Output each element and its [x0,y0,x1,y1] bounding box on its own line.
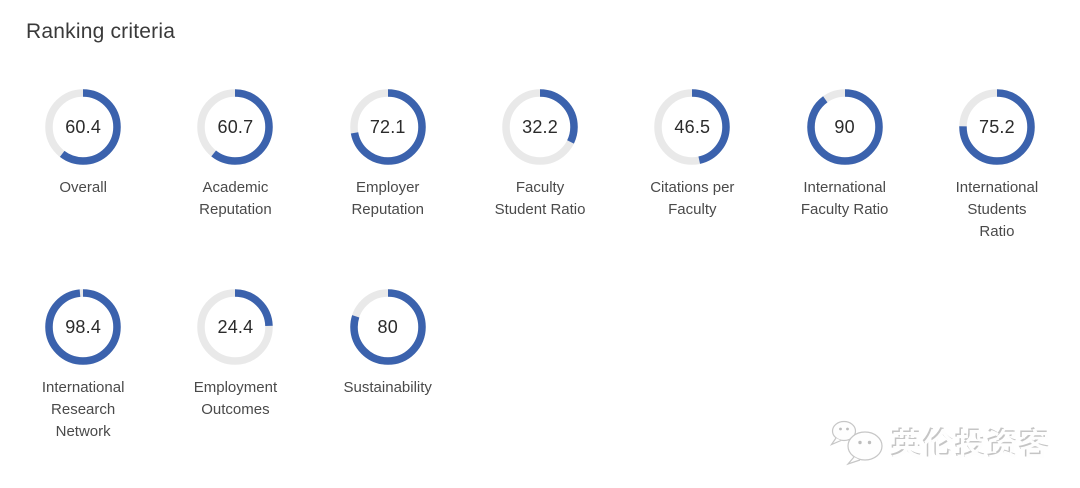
donut-chart [502,89,578,165]
donut-chart [197,289,274,365]
donut-chart [349,89,426,165]
donut-value-arc [45,89,121,165]
score-value: 60.4 [65,116,102,137]
donut-chart [197,89,274,165]
criterion-label: Employer Reputation [351,179,425,218]
criterion-card-citations-per-faculty: 46.5 Citations per Faculty [616,89,768,243]
donut-value-arc [197,289,274,365]
criterion-label: Employment Outcomes [193,379,278,418]
criterion-card-international-research-network: 98.4 International Research Network [7,289,159,443]
watermark: 英伦投资客 [828,418,1052,466]
score-donut: 24.4 [197,289,274,365]
donut-chart [349,289,426,365]
donut-chart [654,89,731,165]
criterion-label: Overall [59,179,107,196]
score-value: 60.7 [217,116,254,137]
criterion-label: International Students Ratio [955,179,1039,240]
donut-value-arc [654,89,731,165]
donut-chart [45,289,121,365]
criterion-card-academic-reputation: 60.7 Academic Reputation [159,89,311,243]
page-title: Ranking criteria [26,20,176,43]
score-donut: 80 [349,289,426,365]
donut-value-arc [502,89,578,165]
score-value: 32.2 [522,116,558,137]
ranking-criteria-section: Ranking criteria 60.4 Overall 60.7 Acade… [0,20,1080,466]
score-value: 24.4 [217,316,254,337]
criterion-card-employer-reputation: 72.1 Employer Reputation [312,89,464,243]
score-value: 98.4 [65,316,102,337]
donut-value-arc [349,89,426,165]
criteria-row-1: 60.4 Overall 60.7 Academic Reputation 72… [0,89,1080,243]
score-value: 75.2 [979,116,1015,137]
criterion-label: Faculty Student Ratio [494,179,586,218]
score-donut: 90 [806,89,883,165]
donut-value-arc [197,89,274,165]
watermark-text: 英伦投资客 [892,429,1052,462]
donut-chart [806,89,883,165]
criterion-card-overall: 60.4 Overall [7,89,159,243]
criterion-card-sustainability: 80 Sustainability [312,289,464,443]
donut-value-arc [45,289,121,365]
score-donut: 32.2 [502,89,578,165]
donut-value-arc [959,89,1035,165]
criterion-card-employment-outcomes: 24.4 Employment Outcomes [159,289,311,443]
criterion-label: International Faculty Ratio [800,179,889,218]
score-donut: 60.4 [45,89,121,165]
donut-chart [45,89,121,165]
score-donut: 75.2 [959,89,1035,165]
score-value: 80 [377,316,398,337]
criteria-row-2: 98.4 International Research Network 24.4… [0,289,1080,443]
criterion-card-faculty-student-ratio: 32.2 Faculty Student Ratio [464,89,616,243]
score-value: 72.1 [369,116,406,137]
criterion-label: International Research Network [41,379,125,440]
score-donut: 72.1 [349,89,426,165]
criterion-card-international-students-ratio: 75.2 International Students Ratio [921,89,1073,243]
criterion-label: Sustainability [343,379,432,396]
wechat-icon [829,420,883,466]
score-donut: 60.7 [197,89,274,165]
score-donut: 98.4 [45,289,121,365]
donut-chart [959,89,1035,165]
score-donut: 46.5 [654,89,731,165]
criterion-label: Citations per Faculty [650,179,735,218]
donut-value-arc [806,89,883,165]
donut-value-arc [349,289,426,365]
score-value: 90 [834,116,855,137]
criterion-label: Academic Reputation [199,179,272,218]
score-value: 46.5 [674,116,711,137]
criterion-card-international-faculty-ratio: 90 International Faculty Ratio [768,89,920,243]
